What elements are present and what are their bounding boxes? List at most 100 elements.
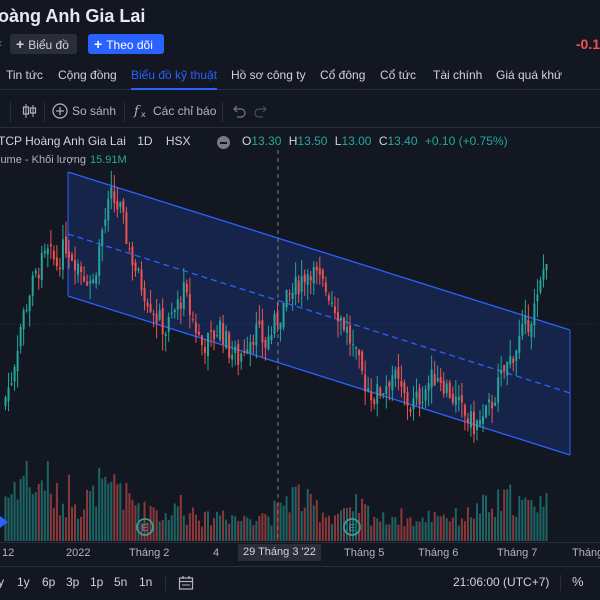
candle-body[interactable] <box>203 346 206 353</box>
candle-body[interactable] <box>83 276 86 282</box>
range-3p-button[interactable]: 3p <box>66 575 80 589</box>
candle-body[interactable] <box>261 320 264 343</box>
candle-body[interactable] <box>170 312 173 314</box>
candle-body[interactable] <box>207 332 209 357</box>
candle-body[interactable] <box>228 332 231 358</box>
candle-body[interactable] <box>49 244 52 247</box>
candle-body[interactable] <box>74 260 77 271</box>
candle-body[interactable] <box>110 187 113 199</box>
channel-upper-line[interactable] <box>67 171 571 331</box>
candle-body[interactable] <box>197 331 200 335</box>
candle-body[interactable] <box>385 386 388 394</box>
candle-body[interactable] <box>185 283 188 293</box>
candle-body[interactable] <box>258 320 261 325</box>
candle-body[interactable] <box>394 369 397 379</box>
candle-body[interactable] <box>466 418 469 423</box>
candle-body[interactable] <box>137 268 140 271</box>
candle-body[interactable] <box>4 397 7 407</box>
candle-body[interactable] <box>448 382 451 399</box>
candle-body[interactable] <box>237 343 240 365</box>
candle-body[interactable] <box>161 308 164 335</box>
candle-body[interactable] <box>439 377 442 384</box>
candle-body[interactable] <box>457 396 460 401</box>
candle-body[interactable] <box>327 295 330 301</box>
candle-body[interactable] <box>176 299 179 310</box>
candle-body[interactable] <box>297 280 300 295</box>
candle-body[interactable] <box>113 191 116 204</box>
tab-historical-prices[interactable]: Giá quá khứ <box>496 68 563 82</box>
candle-body[interactable] <box>146 302 149 307</box>
candle-body[interactable] <box>527 320 530 333</box>
channel-midline[interactable] <box>67 233 571 394</box>
candle-body[interactable] <box>225 330 228 349</box>
candle-body[interactable] <box>454 396 457 405</box>
candle-body[interactable] <box>442 380 445 394</box>
range-1p-button[interactable]: 1p <box>90 575 104 589</box>
tab-financials[interactable]: Tài chính <box>433 68 483 82</box>
candle-body[interactable] <box>19 327 22 347</box>
candle-body[interactable] <box>358 349 361 356</box>
candle-body[interactable] <box>418 388 421 405</box>
candle-body[interactable] <box>34 270 37 274</box>
candle-body[interactable] <box>182 282 185 309</box>
candle-body[interactable] <box>379 387 382 396</box>
candle-body[interactable] <box>243 350 246 353</box>
candle-body[interactable] <box>518 335 521 353</box>
range-1n-button[interactable]: 1n <box>139 575 153 589</box>
candle-body[interactable] <box>16 350 19 372</box>
candle-body[interactable] <box>25 309 28 311</box>
candle-body[interactable] <box>430 369 433 388</box>
compare-button[interactable]: So sánh <box>72 104 117 118</box>
candle-body[interactable] <box>179 302 182 309</box>
candle-body[interactable] <box>545 264 548 270</box>
candle-body[interactable] <box>222 323 225 345</box>
candle-body[interactable] <box>539 280 542 293</box>
candle-body[interactable] <box>412 398 415 410</box>
tab-community[interactable]: Cộng đồng <box>58 68 117 82</box>
candle-body[interactable] <box>388 381 391 387</box>
candle-body[interactable] <box>336 312 339 322</box>
range-y-button[interactable]: y <box>0 575 4 589</box>
candle-body[interactable] <box>164 333 167 337</box>
candle-body[interactable] <box>104 219 107 226</box>
candle-body[interactable] <box>37 274 40 279</box>
candle-body[interactable] <box>210 330 213 332</box>
clock-timezone[interactable]: 21:06:00 (UTC+7) <box>453 575 550 589</box>
candle-body[interactable] <box>152 313 155 316</box>
candle-body[interactable] <box>31 275 34 297</box>
candle-body[interactable] <box>234 346 237 354</box>
redo-icon[interactable] <box>252 102 270 120</box>
candle-body[interactable] <box>46 248 49 255</box>
candle-body[interactable] <box>482 416 485 424</box>
date-range-icon[interactable] <box>178 575 194 591</box>
add-chart-button[interactable]: + Biểu đồ <box>10 34 77 54</box>
candle-body[interactable] <box>58 267 61 270</box>
candle-body[interactable] <box>469 411 472 428</box>
candle-body[interactable] <box>349 325 352 344</box>
candle-body[interactable] <box>92 279 95 283</box>
candle-body[interactable] <box>249 341 252 355</box>
candle-body[interactable] <box>533 303 536 326</box>
candle-body[interactable] <box>143 288 146 302</box>
percent-scale-button[interactable]: % <box>572 574 584 589</box>
candle-body[interactable] <box>424 389 427 401</box>
candle-body[interactable] <box>343 317 345 331</box>
candle-body[interactable] <box>382 393 385 395</box>
candle-body[interactable] <box>52 250 55 260</box>
candle-body[interactable] <box>318 268 321 275</box>
candle-body[interactable] <box>125 212 128 244</box>
candle-body[interactable] <box>485 405 488 418</box>
candle-body[interactable] <box>309 276 312 281</box>
candle-body[interactable] <box>131 246 134 266</box>
candle-body[interactable] <box>509 355 512 365</box>
candle-body[interactable] <box>397 367 400 379</box>
plus-circle-icon[interactable] <box>51 102 69 120</box>
range-5n-button[interactable]: 5n <box>114 575 128 589</box>
candle-body[interactable] <box>77 263 80 275</box>
candle-body[interactable] <box>542 269 545 280</box>
candle-body[interactable] <box>194 322 197 334</box>
range-6p-button[interactable]: 6p <box>42 575 56 589</box>
candle-body[interactable] <box>200 335 203 346</box>
candle-body[interactable] <box>276 312 279 326</box>
tab-dividends[interactable]: Cổ tức <box>380 68 417 82</box>
